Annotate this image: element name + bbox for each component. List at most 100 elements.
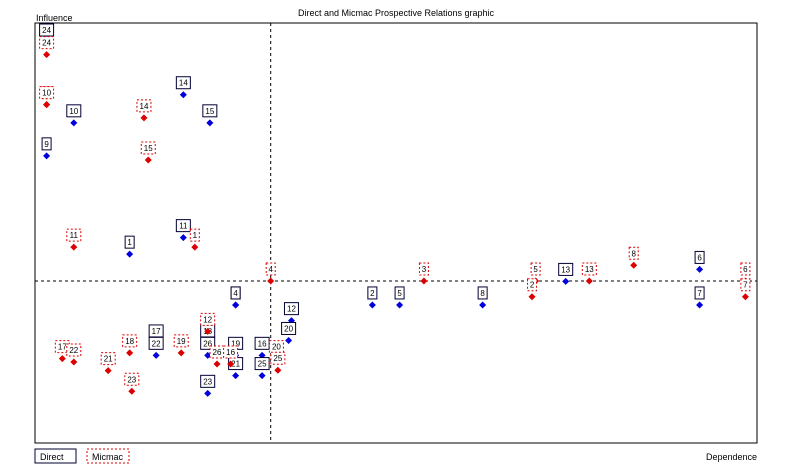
micmac-point-label: 18: [125, 337, 134, 346]
direct-point-label-box: [367, 286, 378, 300]
direct-point-label-box: [175, 76, 191, 90]
micmac-point-label-box: [100, 352, 116, 366]
micmac-point-label: 20: [272, 343, 281, 352]
micmac-point-marker: [70, 243, 78, 251]
direct-point-label-box: [394, 286, 405, 300]
micmac-point-label: 10: [42, 89, 51, 98]
micmac-point-label-box: [66, 343, 82, 357]
micmac-point-label-box: [581, 262, 597, 276]
direct-point-label: 6: [697, 253, 702, 262]
micmac-point-marker: [528, 293, 536, 301]
micmac-point-label-box: [122, 334, 138, 348]
direct-point-label: 7: [697, 289, 702, 298]
micmac-point-label-box: [265, 262, 276, 276]
micmac-point-label-box: [418, 262, 429, 276]
direct-point-label: 9: [44, 140, 49, 149]
micmac-point-label: 12: [203, 315, 212, 324]
micmac-point-marker: [140, 114, 148, 122]
direct-point-marker: [696, 265, 704, 273]
direct-point-label-box: [694, 286, 705, 300]
direct-point-marker: [368, 301, 376, 309]
direct-point-marker: [70, 119, 78, 127]
x-axis-label: Dependence: [706, 452, 757, 462]
direct-point-label: 23: [203, 377, 212, 386]
crosshair-lines: [35, 23, 757, 443]
micmac-point-label-box: [223, 345, 239, 359]
legend: Direct Micmac: [34, 448, 130, 464]
direct-point-marker: [43, 152, 51, 160]
direct-point-label-box: [124, 235, 135, 249]
micmac-point-label: 25: [273, 354, 282, 363]
direct-point-label: 10: [69, 107, 78, 116]
direct-point-label-box: [202, 104, 218, 118]
micmac-point-label: 5: [533, 265, 538, 274]
direct-point-label-box: [66, 104, 82, 118]
direct-point-label-box: [283, 302, 299, 316]
direct-point-marker: [179, 234, 187, 242]
micmac-point-marker: [58, 355, 66, 363]
direct-point-label-box: [175, 219, 191, 233]
micmac-point-label-box: [530, 262, 541, 276]
direct-point-marker: [285, 336, 293, 344]
direct-point-label-box: [694, 250, 705, 264]
micmac-point-label: 26: [213, 348, 222, 357]
direct-point-label-box: [558, 262, 574, 276]
micmac-point-label: 4: [268, 265, 273, 274]
direct-point-label: 21: [231, 360, 240, 369]
micmac-point-label-box: [124, 372, 140, 386]
direct-point-label-box: [254, 357, 270, 371]
direct-point-label: 24: [42, 26, 51, 35]
micmac-point-label: 21: [104, 355, 113, 364]
micmac-point-label: 23: [127, 375, 136, 384]
direct-point-label-box: [200, 374, 216, 388]
micmac-point-marker: [191, 243, 199, 251]
micmac-point-marker: [630, 261, 638, 269]
plot-frame: [34, 22, 758, 444]
direct-point-label: 14: [179, 79, 188, 88]
direct-point-marker: [232, 372, 240, 380]
micmac-point-label-box: [527, 278, 538, 292]
micmac-point-label-box: [173, 334, 189, 348]
micmac-point-label: 6: [743, 265, 748, 274]
micmac-point-marker: [585, 277, 593, 285]
micmac-point-label-box: [39, 86, 55, 100]
data-points: 2414101591116133425871220171822261916212…: [39, 23, 751, 397]
micmac-point-label: 13: [585, 265, 594, 274]
legend-direct-box: [34, 448, 77, 464]
micmac-point-label: 3: [422, 265, 427, 274]
micmac-point-label: 19: [177, 337, 186, 346]
micmac-point-marker: [420, 277, 428, 285]
micmac-point-marker: [70, 358, 78, 366]
legend-micmac-box: [86, 448, 130, 464]
direct-point-label: 5: [397, 289, 402, 298]
micmac-point-label-box: [140, 141, 156, 155]
direct-point-marker: [152, 351, 160, 359]
direct-point-label: 19: [231, 339, 240, 348]
direct-point-label: 26: [203, 339, 212, 348]
direct-point-label: 11: [179, 222, 188, 231]
direct-point-marker: [562, 277, 570, 285]
direct-point-label-box: [281, 321, 297, 335]
micmac-point-marker: [43, 101, 51, 109]
direct-point-label: 1: [127, 238, 132, 247]
micmac-point-marker: [227, 360, 235, 368]
direct-point-marker: [396, 301, 404, 309]
direct-point-label-box: [41, 137, 52, 151]
direct-point-marker: [204, 351, 212, 359]
micmac-point-label-box: [628, 246, 639, 260]
micmac-point-label-box: [39, 36, 55, 50]
micmac-point-marker: [267, 277, 275, 285]
micmac-point-label: 14: [140, 102, 149, 111]
micmac-point-label-box: [66, 228, 82, 242]
direct-point-marker: [696, 301, 704, 309]
micmac-point-label-box: [270, 351, 286, 365]
direct-point-marker: [126, 250, 134, 258]
direct-point-label: 20: [284, 324, 293, 333]
micmac-point-label: 1: [193, 231, 198, 240]
direct-point-label-box: [148, 336, 164, 350]
direct-point-label-box: [39, 23, 55, 37]
direct-point-label: 15: [205, 107, 214, 116]
micmac-point-label-box: [200, 312, 216, 326]
direct-point-label: 22: [152, 339, 161, 348]
